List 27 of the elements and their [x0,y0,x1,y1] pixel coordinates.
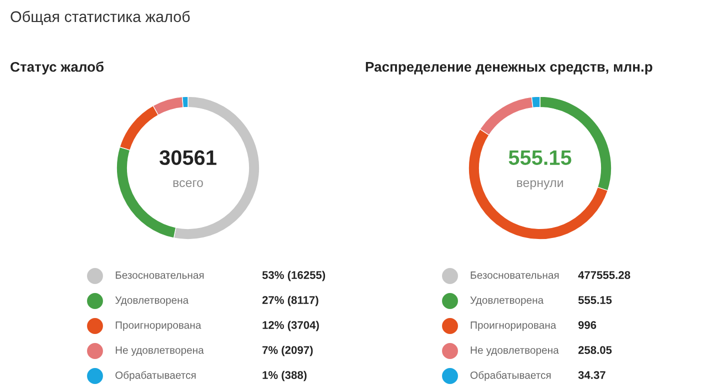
data-label: 12% (3704) [262,320,319,332]
text: 30561 [160,150,216,166]
data-label: 996 [578,321,596,329]
chart-title: Статус жалоб [10,61,104,75]
data-label: 258.05 [578,346,612,354]
data-label: 1% (388) [262,370,307,382]
text: 555.15 [508,150,572,166]
data-label: 34.37 [578,371,606,379]
chart-title: Распределение денежных средств, млн.р [366,62,652,74]
data-label: 7% (2097) [262,346,313,356]
legend-label: Обрабатывается [470,371,551,381]
text: 477555.28 [578,271,630,279]
data-label: 27% (8117) [262,296,318,306]
text: вернули [517,180,563,190]
data-label: 555.15 [578,296,612,304]
legend-label: Удовлетворена [470,296,544,306]
legend-label: Удовлетворена [115,296,189,306]
legend-label: Проигнорирована [116,322,202,331]
legend-label: Не удовлетворена [116,346,204,356]
legend-label: Обрабатывается [115,371,196,381]
legend-label: Не удовлетворена [470,346,559,356]
data-label: 53% (16255) [262,270,326,282]
text: Общая статистика жалоб [10,10,190,25]
legend-label: Проигнорирована [470,322,556,331]
legend-label: Безосновательная [470,272,559,279]
legend-label: Безосновательная [116,272,204,279]
text: всего [173,180,203,188]
